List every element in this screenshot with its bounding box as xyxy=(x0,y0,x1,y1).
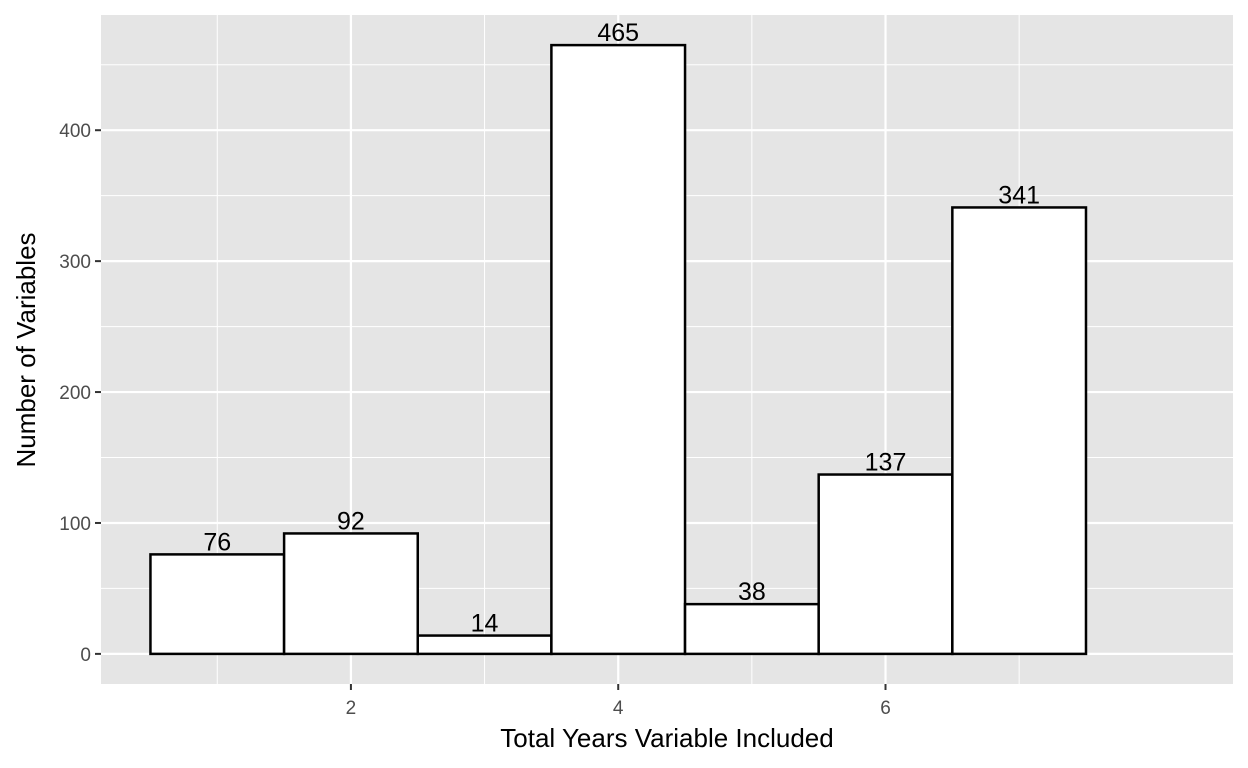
bar-value-label: 341 xyxy=(998,181,1040,209)
y-tick-label: 0 xyxy=(80,645,91,666)
y-axis-title: Number of Variables xyxy=(11,232,41,467)
bar-value-label: 92 xyxy=(337,507,365,535)
bar-value-label: 38 xyxy=(738,578,766,606)
x-tick-label: 6 xyxy=(880,698,891,719)
bars xyxy=(149,43,1088,656)
bar xyxy=(282,532,419,656)
bar xyxy=(951,206,1088,656)
y-tick-label: 100 xyxy=(59,514,91,535)
y-tick-label: 300 xyxy=(59,252,91,273)
x-axis: 2 4 6 xyxy=(346,684,891,719)
bar-value-label: 14 xyxy=(471,610,499,638)
bar-value-label: 137 xyxy=(865,449,907,477)
bar xyxy=(817,473,954,656)
bar-value-label: 465 xyxy=(597,19,639,47)
y-tick-label: 400 xyxy=(59,121,91,142)
bar xyxy=(149,553,286,656)
x-tick-label: 4 xyxy=(613,698,624,719)
y-tick-label: 200 xyxy=(59,383,91,404)
bar-value-label: 76 xyxy=(203,528,231,556)
data-labels: 76 92 14 465 38 137 341 xyxy=(203,19,1040,637)
bar xyxy=(416,634,553,656)
y-axis: 0 100 200 300 400 xyxy=(59,121,101,666)
x-tick-label: 2 xyxy=(346,698,357,719)
bar xyxy=(683,602,820,656)
bar xyxy=(550,43,687,656)
x-axis-title: Total Years Variable Included xyxy=(500,723,833,753)
